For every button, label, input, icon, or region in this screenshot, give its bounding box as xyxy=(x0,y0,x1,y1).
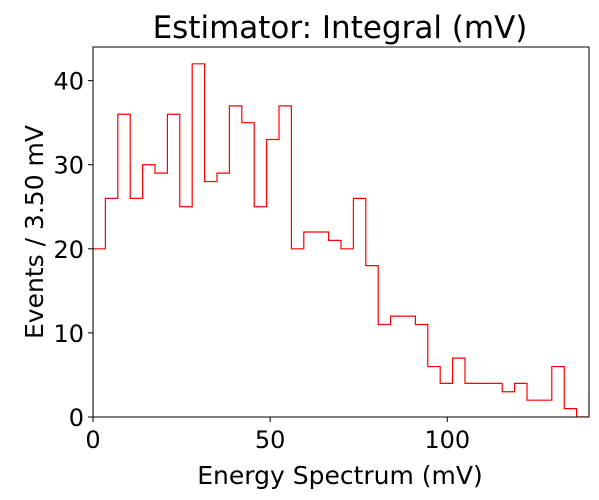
histogram-bin xyxy=(477,383,489,417)
y-axis-label: Events / 3.50 mV xyxy=(20,125,49,339)
histogram-bin xyxy=(391,316,403,417)
histogram-bin xyxy=(552,367,564,417)
histogram-bin xyxy=(254,207,266,417)
histogram-bin xyxy=(304,232,316,417)
y-axis-ticks: 0 10 20 30 40 xyxy=(53,68,93,432)
histogram-bin xyxy=(378,325,390,418)
plot-frame xyxy=(92,46,590,418)
histogram-bin xyxy=(279,106,291,417)
histogram-bin xyxy=(217,173,229,417)
histogram-bin xyxy=(502,392,514,417)
histogram-bin xyxy=(453,358,465,417)
plot-area xyxy=(92,46,599,418)
histogram-bin xyxy=(291,249,303,417)
histogram-bin xyxy=(130,198,142,417)
chart-title: Estimator: Integral (mV) xyxy=(153,10,528,46)
x-tick-label: 0 xyxy=(85,426,100,454)
histogram-bin xyxy=(205,182,217,417)
histogram-bin xyxy=(490,383,502,417)
histogram-bin xyxy=(539,400,551,417)
histogram-bin xyxy=(341,249,353,417)
x-tick-label: 50 xyxy=(255,426,286,454)
histogram-bin xyxy=(316,232,328,417)
histogram-bin xyxy=(93,249,105,417)
histogram-bin xyxy=(229,106,241,417)
histogram-bin xyxy=(440,383,452,417)
histogram-bin xyxy=(143,165,155,417)
histogram-bin xyxy=(242,123,254,417)
y-tick-label: 0 xyxy=(69,404,84,432)
histogram-bin xyxy=(515,383,527,417)
histogram-bin xyxy=(105,198,117,417)
histogram-bin xyxy=(329,240,341,417)
x-axis-ticks: 0 50 100 xyxy=(85,417,470,454)
histogram-bin xyxy=(267,140,279,418)
y-tick-label: 20 xyxy=(53,236,84,264)
histogram-bin xyxy=(180,207,192,417)
histogram-bin xyxy=(564,409,576,417)
histogram-bin xyxy=(366,266,378,417)
histogram-bin xyxy=(167,114,179,417)
histogram-bin xyxy=(465,383,477,417)
y-tick-label: 10 xyxy=(53,320,84,348)
y-tick-label: 30 xyxy=(53,152,84,180)
x-tick-label: 100 xyxy=(424,426,470,454)
histogram-bin xyxy=(415,325,427,418)
histogram-bin xyxy=(155,173,167,417)
histogram-bin xyxy=(192,64,204,417)
histogram-bin xyxy=(428,367,440,417)
y-tick-label: 40 xyxy=(53,68,84,96)
histogram-bin xyxy=(527,400,539,417)
histogram-bin xyxy=(403,316,415,417)
histogram-bin xyxy=(353,198,365,417)
histogram-bin xyxy=(118,114,130,417)
histogram-outline xyxy=(93,63,589,417)
x-axis-label: Energy Spectrum (mV) xyxy=(197,461,483,490)
histogram-bin xyxy=(589,392,599,417)
